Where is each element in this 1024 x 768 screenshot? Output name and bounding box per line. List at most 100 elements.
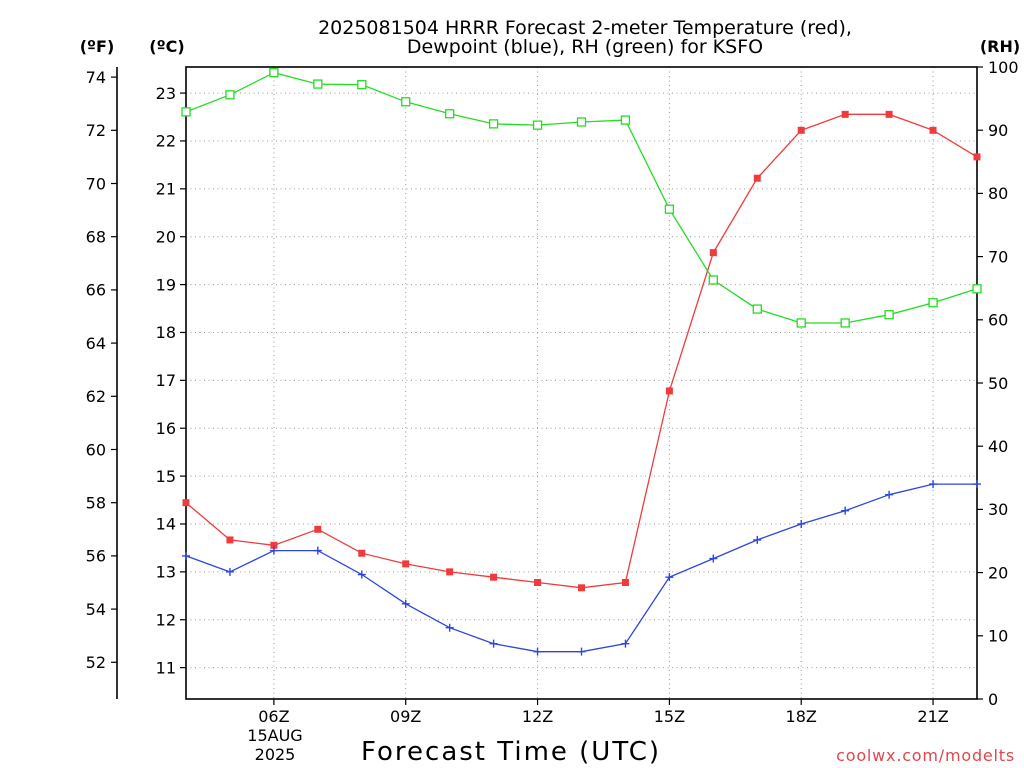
rh-point [488,119,499,129]
temperature-point [226,536,234,544]
rh-point [225,90,235,100]
rh-point [181,107,191,117]
celsius-tick-label: 16 [156,419,176,438]
temperature-point [182,499,190,507]
celsius-tick-label: 22 [156,132,176,151]
dewpoint-point [841,506,850,515]
dewpoint-point [182,551,190,560]
series-layer [181,68,982,656]
date-label-day: 15AUG [247,726,302,745]
dewpoint-point [929,480,938,489]
fahrenheit-tick-label: 54 [86,600,106,619]
rh-tick-label: 30 [988,500,1008,519]
fahrenheit-tick-label: 52 [86,653,106,672]
rh-axis: 0 10 20 30 40 50 60 70 80 90 100 [977,58,1019,709]
dewpoint-point [313,546,322,555]
plot-frame [185,66,978,700]
dewpoint-point [269,546,278,555]
rh-point [401,97,411,107]
celsius-tick-label: 17 [156,371,176,390]
time-tick-label: 09Z [390,707,421,726]
temperature-point [709,249,717,257]
fahrenheit-axis: 52 54 56 58 60 62 64 66 68 70 72 74 [86,68,117,672]
dewpoint-point [753,535,762,544]
rh-point [972,284,982,294]
time-tick-label: 18Z [786,707,817,726]
credit-watermark: coolwx.com/modelts [836,746,1015,765]
temperature-point [358,549,366,557]
temperature-point [885,110,893,118]
dewpoint-point [621,639,630,648]
rh-point [269,68,279,78]
fahrenheit-tick-label: 56 [86,547,106,566]
celsius-tick-label: 19 [156,275,176,294]
dewpoint-point [533,647,542,656]
dewpoint-point [401,599,410,608]
rh-tick-label: 100 [988,58,1019,77]
dewpoint-point [797,519,806,528]
temperature-point [665,387,673,395]
celsius-tick-label: 18 [156,323,176,342]
temperature-point [973,153,981,161]
date-label-year: 2025 [255,745,296,764]
rh-line [185,72,978,324]
rh-point [532,120,543,130]
time-axis: 06Z 09Z 12Z 15Z 18Z 21Z [258,699,949,726]
chart-title-line-1: 2025081504 HRRR Forecast 2-meter Tempera… [318,17,852,39]
temperature-line [185,113,978,589]
fahrenheit-tick-label: 66 [86,281,106,300]
fahrenheit-tick-label: 70 [86,174,106,193]
gridlines [186,67,977,699]
time-tick-label: 15Z [654,707,685,726]
fahrenheit-tick-label: 60 [86,440,106,459]
temperature-point [314,525,322,533]
rh-point [796,318,806,328]
dewpoint-point [225,567,234,576]
time-tick-label: 06Z [258,707,289,726]
dewpoint-point [577,647,586,656]
rh-point [445,109,455,119]
rh-tick-label: 20 [988,563,1008,582]
fahrenheit-tick-label: 72 [86,121,106,140]
dewpoint-point [489,639,498,648]
temperature-point [578,584,585,592]
rh-axis-label: (RH) [980,37,1020,56]
temperature-point [490,573,498,581]
temperature-point [402,560,410,568]
temperature-point [621,578,629,586]
rh-tick-label: 10 [988,627,1008,646]
celsius-tick-label: 11 [156,658,176,677]
temperature-point [841,110,849,118]
rh-tick-label: 80 [988,184,1008,203]
celsius-tick-label: 13 [156,563,176,582]
dewpoint-point [885,490,894,499]
dewpoint-point [665,573,674,582]
celsius-axis-label: (ºC) [149,37,184,56]
rh-point [664,204,675,214]
chart-title-line-2: Dewpoint (blue), RH (green) for KSFO [407,36,763,58]
time-tick-label: 12Z [522,707,553,726]
rh-tick-label: 40 [988,437,1008,456]
temperature-point [929,126,937,134]
rh-tick-label: 70 [988,247,1008,266]
rh-point [840,318,850,328]
dewpoint-point [709,554,718,563]
dewpoint-point [357,570,366,579]
rh-point [884,310,894,320]
celsius-tick-label: 12 [156,610,176,629]
time-tick-label: 21Z [917,707,948,726]
temperature-point [446,568,454,576]
fahrenheit-tick-label: 68 [86,227,106,246]
celsius-tick-label: 15 [156,467,176,486]
fahrenheit-tick-label: 62 [86,387,106,406]
rh-point [576,117,587,127]
rh-tick-label: 0 [988,690,998,709]
rh-point [620,115,631,125]
celsius-tick-label: 23 [156,84,176,103]
fahrenheit-tick-label: 64 [86,334,106,353]
rh-tick-label: 50 [988,374,1008,393]
dewpoint-point [973,480,981,489]
temperature-point [753,174,761,182]
